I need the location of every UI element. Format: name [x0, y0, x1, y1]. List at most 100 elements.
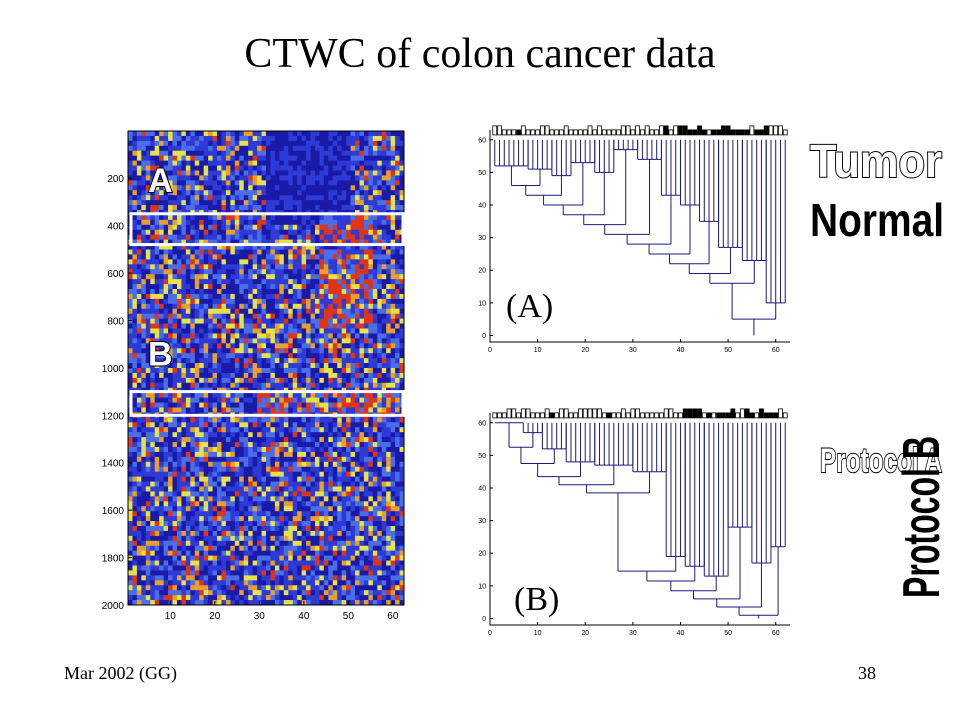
heatmap-cell — [319, 229, 325, 236]
heatmap-cell — [283, 254, 289, 260]
heatmap-cell — [159, 451, 165, 458]
heatmap-cell — [346, 506, 351, 512]
heatmap-cell — [399, 323, 405, 329]
heatmap-cell — [283, 318, 289, 324]
heatmap-cell — [390, 496, 396, 502]
heatmap-cell — [390, 308, 396, 315]
heatmap-cell — [257, 318, 262, 324]
heatmap-cell — [359, 496, 365, 502]
heatmap-cell — [363, 476, 369, 482]
heatmap-cell — [212, 481, 218, 487]
heatmap-cell — [168, 239, 173, 245]
heatmap-cell — [212, 185, 218, 191]
heatmap-cell — [159, 476, 165, 482]
heatmap-cell — [279, 437, 285, 443]
heatmap-cell — [132, 328, 138, 334]
heatmap-cell — [257, 358, 262, 364]
heatmap-cell — [208, 432, 213, 438]
heatmap-cell — [217, 214, 222, 221]
heatmap-cell — [288, 259, 294, 265]
heatmap-cell — [266, 481, 271, 487]
heatmap-cell — [168, 205, 173, 211]
heatmap-cell — [163, 180, 169, 186]
heatmap-cell — [337, 165, 343, 171]
heatmap-cell — [310, 377, 316, 384]
heatmap-cell — [372, 343, 378, 349]
heatmap-cell — [261, 501, 267, 507]
heatmap-cell — [301, 274, 307, 280]
heatmap-cell — [310, 254, 316, 260]
heatmap-cell — [292, 180, 298, 186]
heatmap-cell — [225, 496, 231, 502]
heatmap-cell — [328, 501, 334, 507]
heatmap-cell — [185, 442, 191, 448]
heatmap-cell — [314, 328, 320, 334]
heatmap-cell — [261, 333, 267, 339]
heatmap-cell — [368, 442, 374, 448]
heatmap-cell — [270, 363, 276, 369]
heatmap-cell — [159, 313, 165, 320]
heatmap-cell — [279, 150, 285, 157]
heatmap-cell — [319, 200, 325, 206]
heatmap-cell — [292, 254, 298, 260]
heatmap-cell — [390, 471, 396, 478]
heatmap-cell — [132, 338, 138, 344]
heatmap-cell — [372, 353, 378, 359]
heatmap-cell — [301, 140, 307, 147]
heatmap-cell — [386, 461, 392, 468]
heatmap-cell — [266, 180, 271, 186]
heatmap-cell — [150, 481, 156, 487]
heatmap-cell — [346, 274, 351, 280]
heatmap-cell — [168, 506, 173, 512]
heatmap-cell — [248, 461, 254, 468]
heatmap-cell — [359, 343, 365, 349]
heatmap-cell — [386, 284, 392, 290]
heatmap-cell — [363, 264, 369, 270]
heatmap-cell — [355, 140, 360, 147]
heatmap-cell — [274, 190, 280, 196]
heatmap-cell — [266, 451, 271, 458]
heatmap-cell — [239, 348, 245, 354]
heatmap-cell — [359, 219, 365, 226]
heatmap-cell — [350, 140, 356, 147]
heatmap-cell — [319, 402, 325, 408]
heatmap-cell — [306, 461, 311, 468]
heatmap-cell — [159, 447, 165, 453]
heatmap-cell — [337, 313, 343, 320]
heatmap-cell — [270, 249, 276, 255]
heatmap-cell — [252, 368, 258, 374]
heatmap-cell — [257, 466, 262, 473]
heatmap-cell — [128, 501, 133, 507]
heatmap-cell — [252, 372, 258, 379]
heatmap-cell — [234, 382, 240, 389]
heatmap-cell — [136, 417, 142, 423]
heatmap-cell — [283, 377, 289, 384]
heatmap-cell — [337, 363, 343, 369]
heatmap-cell — [257, 135, 262, 142]
heatmap-cell — [208, 368, 213, 374]
heatmap-cell — [203, 506, 209, 512]
heatmap-cell — [150, 358, 156, 364]
heatmap-cell — [341, 382, 347, 389]
heatmap-cell — [141, 165, 147, 171]
heatmap-cell — [217, 239, 222, 245]
heatmap-cell — [199, 259, 205, 265]
heatmap-cell — [283, 239, 289, 245]
heatmap-cell — [154, 219, 160, 226]
heatmap-cell — [390, 190, 396, 196]
heatmap-cell — [363, 219, 369, 226]
heatmap-cell — [337, 368, 343, 374]
heatmap-cell — [341, 200, 347, 206]
heatmap-cell — [136, 318, 142, 324]
heatmap-cell — [314, 516, 320, 522]
heatmap-cell — [381, 259, 387, 265]
heatmap-cell — [359, 323, 365, 329]
heatmap-cell — [274, 328, 280, 334]
heatmap-cell — [368, 155, 374, 162]
heatmap-cell — [185, 318, 191, 324]
heatmap-cell — [363, 496, 369, 502]
heatmap-cell — [141, 437, 147, 443]
heatmap-cell — [395, 397, 400, 403]
heatmap-cell — [266, 402, 271, 408]
heatmap-cell — [310, 392, 316, 399]
